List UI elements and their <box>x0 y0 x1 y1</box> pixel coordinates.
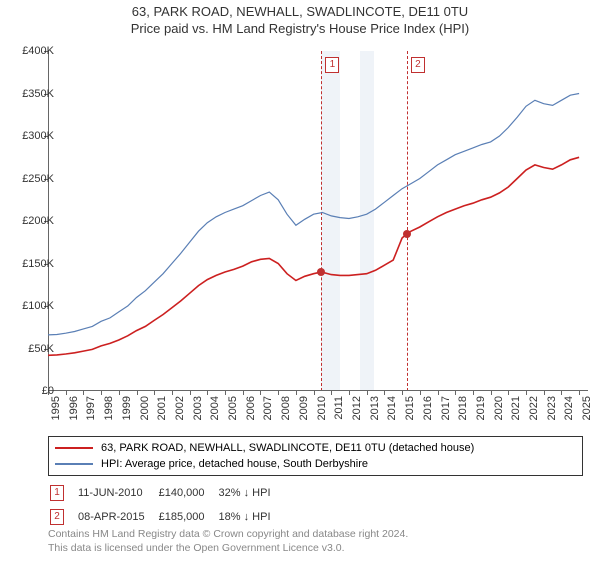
sales-table: 1 11-JUN-2010 £140,000 32% ↓ HPI 2 08-AP… <box>48 480 285 530</box>
y-tick-label: £200K <box>10 215 54 227</box>
sale-date: 08-APR-2015 <box>78 506 157 528</box>
x-tick-label: 2018 <box>457 396 469 430</box>
y-tick-label: £100K <box>10 300 54 312</box>
x-tick-label: 2024 <box>563 396 575 430</box>
sale-point <box>403 230 411 238</box>
legend-label: HPI: Average price, detached house, Sout… <box>101 458 368 470</box>
table-row: 1 11-JUN-2010 £140,000 32% ↓ HPI <box>50 482 283 504</box>
chart-marker: 2 <box>411 57 425 73</box>
x-tick-label: 2011 <box>333 396 345 430</box>
y-tick-label: £400K <box>10 45 54 57</box>
x-tick-label: 2006 <box>245 396 257 430</box>
legend-swatch <box>55 463 93 465</box>
x-tick-label: 2010 <box>316 396 328 430</box>
attribution-line: Contains HM Land Registry data © Crown c… <box>48 528 408 542</box>
x-tick-label: 2015 <box>404 396 416 430</box>
x-tick-label: 2000 <box>139 396 151 430</box>
x-tick-label: 2007 <box>262 396 274 430</box>
x-tick-label: 2009 <box>298 396 310 430</box>
sale-marker-icon: 1 <box>50 485 64 501</box>
x-tick-label: 2022 <box>528 396 540 430</box>
y-tick-label: £50K <box>10 343 54 355</box>
legend-label: 63, PARK ROAD, NEWHALL, SWADLINCOTE, DE1… <box>101 442 474 454</box>
legend-item: HPI: Average price, detached house, Sout… <box>55 456 576 472</box>
sale-date: 11-JUN-2010 <box>78 482 157 504</box>
y-tick-label: £150K <box>10 258 54 270</box>
legend-swatch <box>55 447 93 449</box>
sale-diff: 18% ↓ HPI <box>219 506 283 528</box>
table-row: 2 08-APR-2015 £185,000 18% ↓ HPI <box>50 506 283 528</box>
legend-item: 63, PARK ROAD, NEWHALL, SWADLINCOTE, DE1… <box>55 440 576 456</box>
chart-marker: 1 <box>325 57 339 73</box>
x-tick-label: 2017 <box>440 396 452 430</box>
x-tick-label: 2008 <box>280 396 292 430</box>
x-tick-label: 2012 <box>351 396 363 430</box>
x-tick-label: 1999 <box>121 396 133 430</box>
sale-point <box>317 268 325 276</box>
chart-lines <box>48 51 588 391</box>
x-tick-label: 2002 <box>174 396 186 430</box>
chart-title: 63, PARK ROAD, NEWHALL, SWADLINCOTE, DE1… <box>0 4 600 19</box>
x-tick-label: 1996 <box>68 396 80 430</box>
x-tick-label: 2021 <box>510 396 522 430</box>
sale-price: £140,000 <box>159 482 217 504</box>
series-property <box>48 157 579 355</box>
x-tick-label: 2004 <box>209 396 221 430</box>
attribution-line: This data is licensed under the Open Gov… <box>48 542 408 556</box>
x-tick-label: 2013 <box>369 396 381 430</box>
x-tick-label: 2019 <box>475 396 487 430</box>
x-tick-label: 1997 <box>85 396 97 430</box>
sale-marker-icon: 2 <box>50 509 64 525</box>
x-tick-label: 1995 <box>50 396 62 430</box>
y-tick-label: £250K <box>10 173 54 185</box>
y-tick-label: £0 <box>10 385 54 397</box>
x-tick-label: 2025 <box>581 396 593 430</box>
x-tick-label: 2023 <box>546 396 558 430</box>
series-hpi <box>48 94 579 335</box>
y-tick-label: £300K <box>10 130 54 142</box>
x-tick-label: 2001 <box>156 396 168 430</box>
sale-diff: 32% ↓ HPI <box>219 482 283 504</box>
y-tick-label: £350K <box>10 88 54 100</box>
x-tick-label: 2014 <box>386 396 398 430</box>
attribution: Contains HM Land Registry data © Crown c… <box>48 528 408 555</box>
legend: 63, PARK ROAD, NEWHALL, SWADLINCOTE, DE1… <box>48 436 583 476</box>
x-tick-label: 2005 <box>227 396 239 430</box>
x-tick-label: 2016 <box>422 396 434 430</box>
x-tick-label: 1998 <box>103 396 115 430</box>
chart-subtitle: Price paid vs. HM Land Registry's House … <box>0 21 600 36</box>
sale-price: £185,000 <box>159 506 217 528</box>
x-tick-label: 2003 <box>192 396 204 430</box>
x-tick-label: 2020 <box>493 396 505 430</box>
